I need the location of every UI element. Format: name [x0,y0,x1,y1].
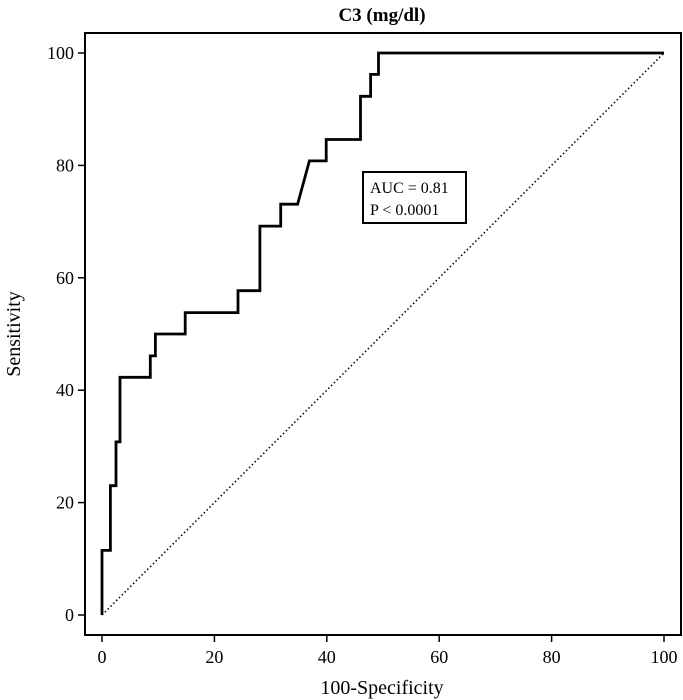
y-tick-label: 40 [56,380,74,400]
y-axis-label: Sensitivity [3,291,25,377]
annotation-frame [362,171,467,224]
x-tick-label: 0 [98,647,107,667]
x-tick-label: 40 [318,647,336,667]
auc-annotation-box: AUC = 0.81 P < 0.0001 [362,171,467,224]
roc-curve [100,51,664,615]
y-tick-label: 0 [65,605,74,625]
x-tick-label: 20 [205,647,223,667]
y-axis-ticks: 0 20 40 60 80 100 [47,43,85,625]
chart-title: C3 (mg/dl) [338,5,425,26]
x-tick-label: 100 [651,647,678,667]
x-tick-label: 60 [430,647,448,667]
x-axis-ticks: 0 20 40 60 80 100 [98,635,678,667]
reference-diagonal-line [101,52,665,616]
annotation-p-value: P < 0.0001 [370,202,439,219]
x-axis-label: 100-Specificity [320,677,443,699]
y-tick-label: 60 [56,268,74,288]
y-tick-label: 20 [56,493,74,513]
annotation-auc: AUC = 0.81 [370,180,449,197]
plot-frame [84,32,682,636]
y-tick-label: 80 [56,155,74,175]
x-tick-label: 80 [543,647,561,667]
y-tick-label: 100 [47,43,74,63]
series-layer [100,51,665,616]
